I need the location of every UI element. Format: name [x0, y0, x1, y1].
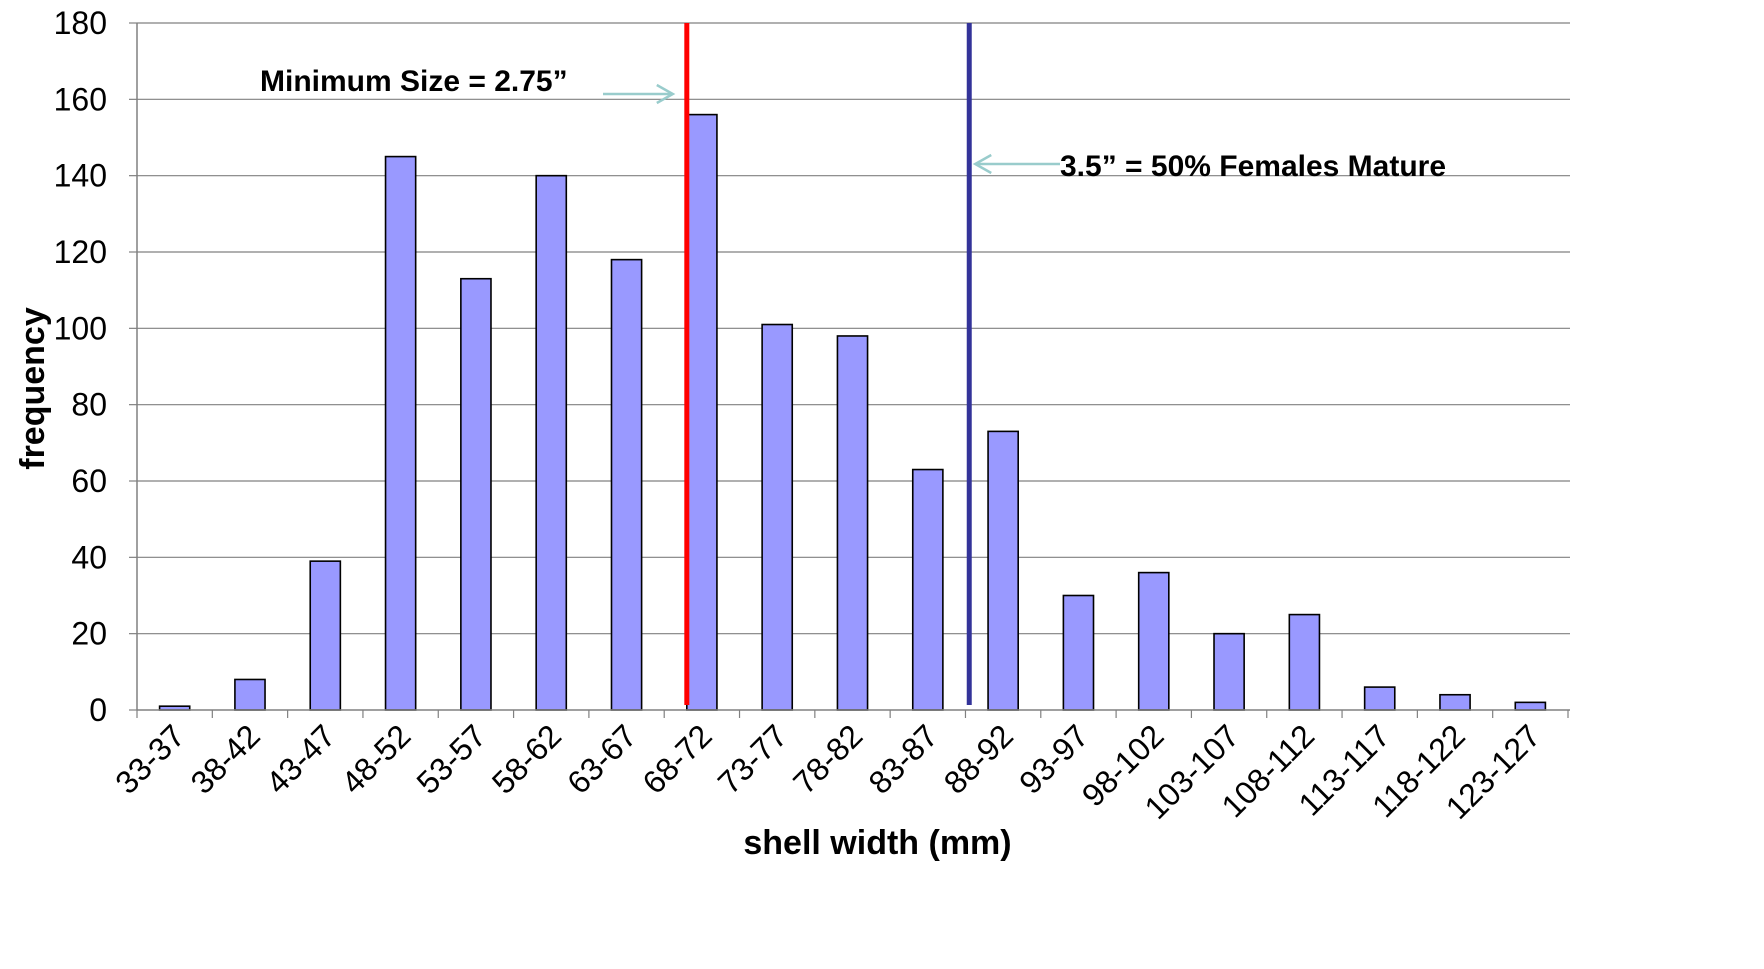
bar-58-62: [535, 174, 568, 711]
bar-38-42: [234, 678, 266, 711]
y-tick-label: 80: [71, 387, 107, 423]
bar-68-72: [686, 113, 718, 711]
bar-63-67: [610, 258, 643, 711]
bar-93-97: [1062, 594, 1095, 711]
bar-43-47: [309, 560, 342, 711]
bar-53-57: [460, 277, 492, 711]
y-tick-label: 120: [54, 234, 107, 270]
x-tick-label: 83-87: [861, 717, 944, 800]
bar-108-112: [1288, 613, 1321, 711]
bars: [158, 113, 1547, 711]
y-tick-label: 40: [71, 539, 107, 575]
bar-98-102: [1137, 571, 1170, 711]
bar-73-77: [761, 323, 794, 711]
bar-48-52: [384, 155, 417, 711]
x-tick-labels: 33-3738-4243-4748-5253-5758-6263-6768-72…: [108, 717, 1547, 825]
axes: [129, 22, 1570, 718]
bar-118-122: [1439, 693, 1471, 711]
y-tick-labels: 0 20 40 60 80 100 120 140 160 180: [54, 5, 107, 728]
y-tick-label: 180: [54, 5, 107, 41]
x-tick-label: 43-47: [259, 717, 342, 800]
x-tick-label: 58-62: [485, 717, 568, 800]
maturity-arrow: [972, 153, 1060, 175]
bar-103-107: [1213, 632, 1245, 711]
annotations: Minimum Size = 2.75” 3.5” = 50% Females M…: [260, 23, 1446, 705]
y-tick-label: 20: [71, 616, 107, 652]
y-tick-label: 0: [89, 692, 107, 728]
x-tick-label: 68-72: [635, 717, 718, 800]
bar-83-87: [911, 468, 944, 711]
bar-123-127: [1514, 701, 1547, 711]
x-tick-label: 48-52: [334, 717, 417, 800]
y-tick-label: 60: [71, 463, 107, 499]
x-tick-label: 73-77: [711, 717, 794, 800]
x-tick-label: 78-82: [786, 717, 869, 800]
x-axis-title: shell width (mm): [743, 824, 1011, 862]
y-tick-label: 160: [54, 81, 107, 117]
x-tick-label: 88-92: [937, 717, 1020, 800]
x-tick-label: 53-57: [410, 717, 493, 800]
x-tick-label: 63-67: [560, 717, 643, 800]
bar-113-117: [1363, 686, 1396, 711]
x-tick-label: 38-42: [184, 717, 267, 800]
bar-78-82: [836, 335, 869, 711]
minimum-size-label: Minimum Size = 2.75”: [260, 65, 568, 98]
gridlines: [137, 22, 1570, 635]
x-tick-label: 33-37: [108, 717, 191, 800]
maturity-label: 3.5” = 50% Females Mature: [1060, 150, 1446, 183]
bar-88-92: [987, 430, 1019, 711]
y-axis-title: frequency: [14, 307, 52, 470]
minimum-size-arrow: [603, 83, 676, 105]
y-tick-label: 140: [54, 158, 107, 194]
y-tick-label: 100: [54, 310, 107, 346]
